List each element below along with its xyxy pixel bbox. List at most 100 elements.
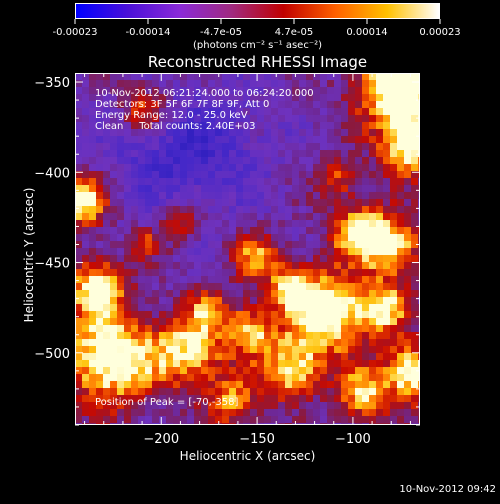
heatmap-pixel [285,262,292,269]
heatmap-pixel [299,206,306,213]
heatmap-pixel [124,73,131,80]
heatmap-pixel [166,332,173,339]
heatmap-pixel [103,234,110,241]
heatmap-pixel [110,129,117,136]
heatmap-pixel [103,150,110,157]
heatmap-pixel [75,143,82,150]
heatmap-pixel [159,402,166,409]
heatmap-pixel [229,206,236,213]
heatmap-pixel [271,339,278,346]
heatmap-pixel [82,283,89,290]
heatmap-pixel [320,339,327,346]
heatmap-pixel [243,367,250,374]
heatmap-pixel [96,402,103,409]
heatmap-pixel [411,87,418,94]
heatmap-pixel [110,269,117,276]
heatmap-pixel [103,206,110,213]
heatmap-pixel [145,115,152,122]
heatmap-pixel [348,178,355,185]
heatmap-pixel [152,262,159,269]
heatmap-pixel [124,220,131,227]
heatmap-pixel [404,213,411,220]
heatmap-pixel [362,311,369,318]
heatmap-pixel [124,367,131,374]
heatmap-pixel [173,304,180,311]
heatmap-pixel [152,73,159,80]
heatmap-pixel [285,374,292,381]
colorbar-unit-label: (photons cm⁻² s⁻¹ asec⁻²) [193,40,322,51]
heatmap-pixel [306,136,313,143]
heatmap-pixel [124,101,131,108]
heatmap-pixel [313,185,320,192]
heatmap-pixel [138,171,145,178]
heatmap-pixel [222,381,229,388]
heatmap-pixel [306,213,313,220]
heatmap-pixel [390,304,397,311]
heatmap-pixel [208,157,215,164]
heatmap-pixel [131,262,138,269]
heatmap-pixel [278,402,285,409]
heatmap-pixel [166,346,173,353]
heatmap-pixel [306,122,313,129]
heatmap-pixel [138,269,145,276]
heatmap-pixel [89,136,96,143]
heatmap-pixel [348,199,355,206]
heatmap-pixel [327,94,334,101]
heatmap-pixel [299,234,306,241]
heatmap-pixel [166,171,173,178]
heatmap-pixel [215,332,222,339]
heatmap-pixel [145,381,152,388]
heatmap-pixel [306,241,313,248]
heatmap-pixel [250,283,257,290]
heatmap-pixel [131,171,138,178]
heatmap-pixel [250,101,257,108]
heatmap-pixel [145,87,152,94]
heatmap-pixel [327,374,334,381]
heatmap-pixel [222,248,229,255]
heatmap-pixel [215,241,222,248]
heatmap-pixel [145,136,152,143]
heatmap-pixel [341,402,348,409]
heatmap-pixel [250,304,257,311]
heatmap-pixel [362,157,369,164]
heatmap-pixel [96,339,103,346]
heatmap-pixel [236,157,243,164]
heatmap-pixel [103,311,110,318]
heatmap-pixel [145,220,152,227]
heatmap-pixel [236,290,243,297]
heatmap-pixel [257,87,264,94]
heatmap-pixel [103,269,110,276]
heatmap-pixel [215,381,222,388]
heatmap-pixel [96,381,103,388]
heatmap-pixel [306,346,313,353]
heatmap-pixel [89,192,96,199]
heatmap-pixel [278,171,285,178]
heatmap-pixel [313,73,320,80]
heatmap-pixel [166,101,173,108]
heatmap-pixel [313,241,320,248]
heatmap-pixel [180,136,187,143]
heatmap-pixel [271,136,278,143]
heatmap-pixel [89,220,96,227]
heatmap-pixel [278,129,285,136]
heatmap-pixel [208,255,215,262]
heatmap-pixel [96,171,103,178]
heatmap-pixel [103,87,110,94]
heatmap-pixel [166,374,173,381]
heatmap-pixel [390,73,397,80]
heatmap-pixel [327,395,334,402]
heatmap-pixel [250,234,257,241]
heatmap-pixel [320,374,327,381]
heatmap-pixel [362,87,369,94]
heatmap-pixel [362,227,369,234]
heatmap-pixel [82,178,89,185]
heatmap-pixel [201,108,208,115]
heatmap-pixel [96,234,103,241]
heatmap-pixel [285,304,292,311]
heatmap-pixel [173,241,180,248]
heatmap-pixel [222,115,229,122]
heatmap-pixel [103,332,110,339]
heatmap-pixel [117,395,124,402]
heatmap-pixel [222,136,229,143]
heatmap-pixel [348,395,355,402]
